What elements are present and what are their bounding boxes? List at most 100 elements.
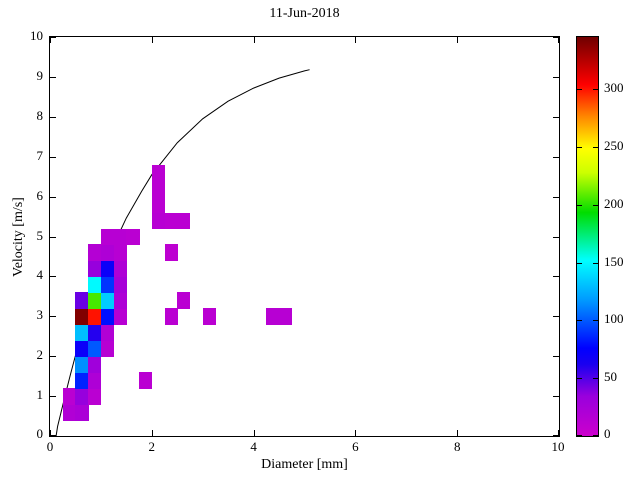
heatmap-cell xyxy=(100,276,115,293)
y-tick-mark xyxy=(553,435,559,436)
y-tick-label: 1 xyxy=(36,387,44,403)
y-tick-mark xyxy=(50,276,56,278)
heatmap-cell xyxy=(100,244,115,261)
y-tick-mark xyxy=(50,156,56,158)
colorbar-tick-mark xyxy=(577,435,582,436)
heatmap-cell xyxy=(75,340,89,357)
y-tick-mark xyxy=(553,116,559,118)
x-tick-mark xyxy=(457,430,459,436)
y-tick-label: 6 xyxy=(36,187,44,203)
x-tick-label: 4 xyxy=(250,439,257,454)
heatmap-cell xyxy=(113,228,127,245)
x-tick-label: 0 xyxy=(46,439,54,454)
y-tick-mark xyxy=(50,76,56,78)
y-tick-label: 8 xyxy=(36,107,44,123)
heatmap-cell xyxy=(100,260,115,277)
heatmap-cell xyxy=(151,212,166,229)
heatmap-cell xyxy=(88,356,102,373)
colorbar-tick-label: 0 xyxy=(604,426,611,441)
heatmap-cell xyxy=(100,308,115,325)
heatmap-cell xyxy=(279,308,293,325)
x-tick-mark xyxy=(253,37,255,43)
heatmap-cell xyxy=(113,292,127,309)
x-tick-label: 6 xyxy=(352,439,359,454)
y-tick-mark xyxy=(553,37,559,38)
heatmap-cell xyxy=(88,308,102,325)
heatmap-cell xyxy=(62,388,76,405)
heatmap-cell xyxy=(177,292,191,309)
x-tick-mark xyxy=(253,430,255,436)
colorbar-tick-label: 50 xyxy=(604,369,617,385)
y-tick-label: 9 xyxy=(36,67,44,83)
x-tick-mark xyxy=(558,37,559,43)
heatmap-cell xyxy=(113,308,127,325)
x-tick-label: 10 xyxy=(551,439,565,454)
x-tick-mark xyxy=(355,37,357,43)
colorbar-tick-label: 300 xyxy=(604,80,624,96)
y-tick-label: 0 xyxy=(36,426,44,441)
heatmap-cell xyxy=(139,372,153,389)
plot-area xyxy=(49,36,560,437)
x-tick-label: 2 xyxy=(148,439,156,454)
x-tick-mark xyxy=(355,430,357,436)
y-tick-label: 10 xyxy=(30,28,43,43)
y-tick-label: 3 xyxy=(36,307,44,323)
x-tick-label: 8 xyxy=(453,439,461,454)
heatmap-cell xyxy=(151,196,166,214)
colorbar-tick-mark xyxy=(577,378,582,380)
heatmap-cell xyxy=(75,372,89,389)
colorbar-tick-mark xyxy=(577,262,582,264)
colorbar-tick-label: 250 xyxy=(604,137,624,153)
heatmap-cell xyxy=(113,244,127,261)
colorbar-tick-mark xyxy=(593,378,598,380)
colorbar-tick-mark xyxy=(577,204,582,206)
x-axis-label: Diameter [mm] xyxy=(261,457,348,472)
x-tick-mark xyxy=(151,37,153,43)
colorbar-tick-label: 150 xyxy=(604,253,624,269)
y-tick-mark xyxy=(50,236,56,238)
heatmap-cell xyxy=(164,308,178,325)
y-tick-mark xyxy=(553,76,559,78)
heatmap-cell xyxy=(100,292,115,309)
heatmap-cell xyxy=(75,324,89,341)
colorbar-tick-mark xyxy=(593,204,598,206)
y-tick-mark xyxy=(50,116,56,118)
heatmap-cell xyxy=(75,292,89,309)
heatmap-cell xyxy=(151,180,166,198)
heatmap-cell xyxy=(88,372,102,389)
heatmap-cell xyxy=(100,228,115,245)
y-tick-mark xyxy=(50,435,56,436)
y-tick-mark xyxy=(50,356,56,358)
heatmap-cell xyxy=(126,228,140,245)
x-tick-mark xyxy=(50,430,51,436)
heatmap-cell xyxy=(88,292,102,309)
x-tick-mark xyxy=(151,430,153,436)
colorbar-tick-mark xyxy=(577,146,582,148)
x-tick-mark xyxy=(50,37,51,43)
heatmap-cell xyxy=(164,244,178,261)
heatmap-cell xyxy=(266,308,280,325)
heatmap-cell xyxy=(75,388,89,405)
heatmap-cell xyxy=(88,340,102,357)
y-tick-mark xyxy=(50,316,56,318)
heatmap-cell xyxy=(164,212,178,229)
y-tick-label: 4 xyxy=(36,267,44,283)
x-tick-mark xyxy=(457,37,459,43)
y-tick-label: 5 xyxy=(36,227,44,243)
y-tick-mark xyxy=(553,396,559,398)
colorbar-tick-mark xyxy=(593,89,598,91)
colorbar xyxy=(576,36,599,437)
colorbar-tick-mark xyxy=(593,262,598,264)
colorbar-tick-mark xyxy=(593,146,598,148)
y-tick-mark xyxy=(553,276,559,278)
y-tick-mark xyxy=(553,316,559,318)
y-tick-mark xyxy=(50,396,56,398)
colorbar-tick-mark xyxy=(593,435,598,436)
y-tick-mark xyxy=(50,196,56,198)
x-tick-mark xyxy=(558,430,559,436)
heatmap-cell xyxy=(113,260,127,277)
colorbar-tick-mark xyxy=(593,320,598,322)
heatmap-cell xyxy=(88,244,102,261)
heatmap-cell xyxy=(113,276,127,293)
